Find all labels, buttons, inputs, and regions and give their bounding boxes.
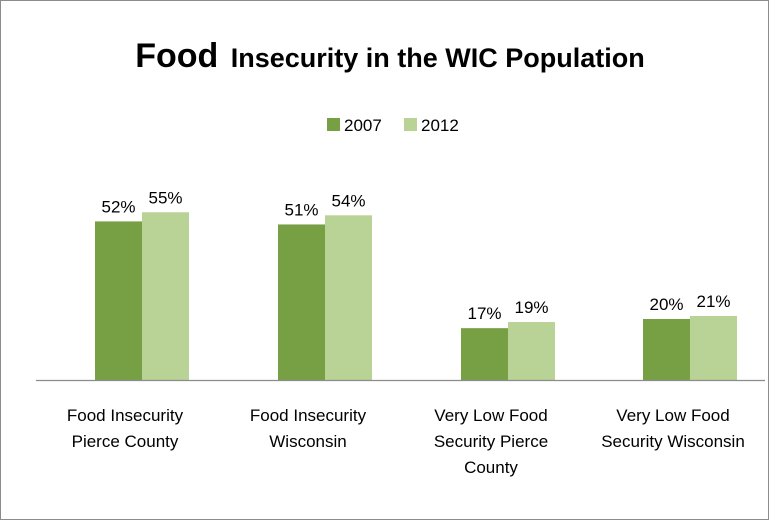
bar-2012-2 (325, 215, 372, 380)
category-label-2-line-2: Wisconsin (269, 432, 346, 451)
data-label-2007-1: 52% (101, 197, 135, 216)
data-label-2007-2: 51% (284, 200, 318, 219)
bar-2012-3 (508, 322, 555, 380)
bar-2007-4 (643, 319, 690, 380)
data-label-2012-2: 54% (331, 191, 365, 210)
chart-title-rest: Insecurity in the WIC Population (231, 43, 645, 73)
category-label-2-line-1: Food Insecurity (250, 406, 367, 425)
plot-area: 52% 51% 17% 20% 55% 54% 19% 21% Food Insecurity P… (36, 188, 765, 477)
category-label-1-line-2: Pierce County (72, 432, 179, 451)
data-label-2012-3: 19% (514, 298, 548, 317)
legend-label-2012: 2012 (421, 116, 459, 135)
legend-swatch-2007 (327, 118, 340, 131)
data-label-2012-1: 55% (148, 188, 182, 207)
category-label-4-line-2: Security Wisconsin (601, 432, 745, 451)
bar-2012-1 (142, 212, 189, 380)
category-label-3-line-2: Security Pierce (434, 432, 548, 451)
chart-title: Food Insecurity in the WIC Population (135, 37, 645, 75)
category-label-3-line-3: County (464, 458, 518, 477)
category-label-4-line-1: Very Low Food (616, 406, 729, 425)
bar-2007-1 (95, 221, 142, 380)
category-label-1-line-1: Food Insecurity (67, 406, 184, 425)
chart-legend: 2007 2012 (327, 116, 459, 135)
bar-2007-3 (461, 328, 508, 380)
legend-label-2007: 2007 (344, 116, 382, 135)
data-label-2012-4: 21% (696, 292, 730, 311)
bar-2012-4 (690, 315, 737, 380)
data-label-2007-3: 17% (467, 304, 501, 323)
data-label-2007-4: 20% (649, 295, 683, 314)
bar-2007-2 (278, 224, 325, 380)
legend-swatch-2012 (404, 118, 417, 131)
chart-title-bold: Food (135, 37, 218, 75)
bar-chart: Food Insecurity in the WIC Population 20… (36, 37, 765, 477)
category-label-3-line-1: Very Low Food (434, 406, 547, 425)
